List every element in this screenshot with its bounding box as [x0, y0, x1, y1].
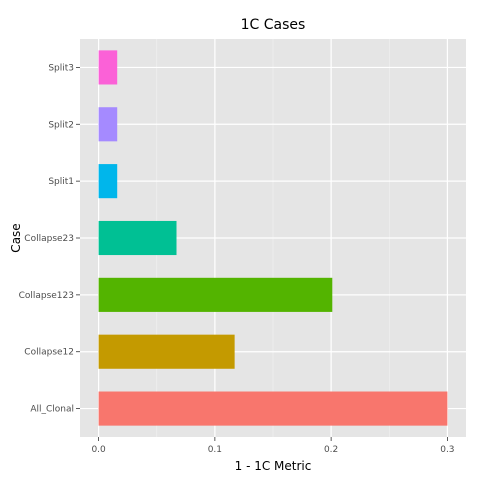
y-tick-label: Collapse123: [19, 291, 74, 301]
x-tick-label: 0.3: [440, 445, 454, 455]
y-tick-label: All_Clonal: [30, 405, 74, 415]
x-tick-label: 0.2: [324, 445, 338, 455]
bar-collapse123: [98, 277, 333, 312]
x-axis: 0.0 0.1 0.2 0.3: [91, 437, 455, 455]
y-tick-label: Split3: [48, 63, 74, 73]
y-tick-label: Collapse23: [24, 234, 74, 244]
y-tick-label: Split1: [48, 177, 74, 187]
bar-collapse12: [98, 334, 235, 369]
x-tick-label: 0.0: [91, 445, 106, 455]
y-axis-title: Case: [9, 223, 23, 252]
y-axis: All_Clonal Collapse12 Collapse123 Collapse2…: [19, 63, 80, 415]
bar-split2: [98, 107, 118, 142]
x-tick-label: 0.1: [208, 445, 222, 455]
bar-collapse23: [98, 220, 177, 256]
x-axis-title: 1 - 1C Metric: [235, 459, 312, 473]
bar-split1: [98, 164, 118, 199]
bar-all-clonal: [98, 391, 448, 426]
y-tick-label: Split2: [48, 120, 74, 130]
bars: [98, 50, 448, 426]
chart-title: 1C Cases: [241, 17, 306, 33]
y-tick-label: Collapse12: [24, 348, 74, 358]
bar-split3: [98, 50, 118, 85]
